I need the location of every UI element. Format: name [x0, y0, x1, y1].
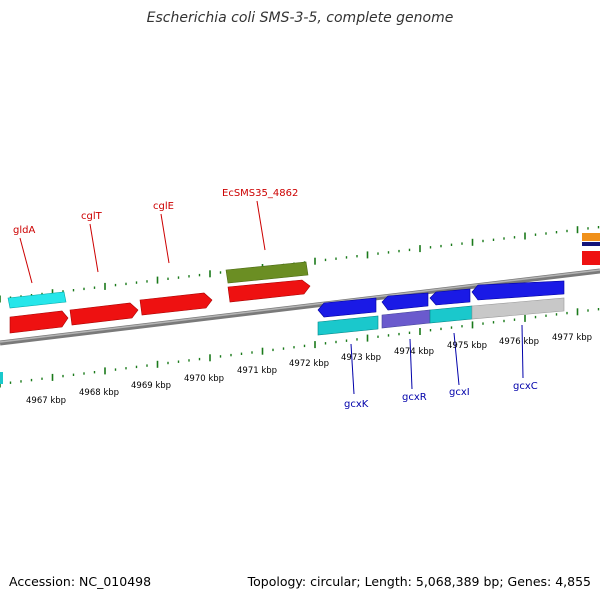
reverse-strand-genes — [317, 280, 565, 336]
kbp-label: 4967 kbp — [26, 396, 66, 406]
gene-block-red-edge[interactable] — [582, 251, 600, 265]
gene-block-gray[interactable] — [471, 297, 565, 320]
forward-strand-genes — [7, 233, 600, 334]
kbp-label: 4974 kbp — [394, 347, 434, 357]
gene-block-navy-edge[interactable] — [582, 242, 600, 246]
gene-block-orange-edge[interactable] — [582, 233, 600, 241]
genome-backbone — [0, 268, 600, 346]
kbp-label: 4973 kbp — [341, 353, 381, 363]
lower-tick-scale — [0, 308, 600, 388]
gene-arrow-blue-2[interactable] — [381, 292, 429, 311]
kbp-label: 4970 kbp — [184, 374, 224, 384]
gene-block-teal-1[interactable] — [317, 315, 379, 336]
gene-label-gcxc[interactable]: gcxC — [513, 381, 538, 392]
gene-fragment-left[interactable] — [0, 372, 3, 384]
map-title: Escherichia coli SMS-3-5, complete genom… — [146, 10, 454, 26]
gene-label-ecsms35-4862[interactable]: EcSMS35_4862 — [222, 188, 298, 199]
gene-block-teal-2[interactable] — [429, 305, 473, 324]
kbp-label: 4972 kbp — [289, 359, 329, 369]
kbp-label: 4971 kbp — [237, 366, 277, 376]
gene-label-glda[interactable]: gldA — [13, 225, 35, 236]
gene-arrow-blue-1[interactable] — [317, 297, 377, 318]
gene-arrow-red-1[interactable] — [9, 310, 69, 334]
kbp-label: 4968 kbp — [79, 388, 119, 398]
gene-arrow-red-2[interactable] — [69, 302, 139, 326]
kbp-label: 4977 kbp — [552, 333, 592, 343]
kbp-label: 4976 kbp — [499, 337, 539, 347]
gene-arrow-blue-4[interactable] — [471, 280, 565, 301]
gene-arrow-blue-3[interactable] — [429, 288, 471, 306]
forward-gene-labels: gldA cglT cglE EcSMS35_4862 — [13, 188, 298, 284]
gene-label-cglt[interactable]: cglT — [81, 211, 103, 222]
reverse-gene-labels: gcxK gcxR gcxI gcxC — [344, 324, 538, 410]
gene-label-cgle[interactable]: cglE — [153, 201, 174, 212]
gene-block-cyan-1[interactable] — [7, 291, 67, 309]
kbp-label: 4969 kbp — [131, 381, 171, 391]
gene-label-gcxk[interactable]: gcxK — [344, 399, 369, 410]
topology-text: Topology: circular; Length: 5,068,389 bp… — [247, 574, 591, 589]
kbp-label: 4975 kbp — [447, 341, 487, 351]
gene-block-purple[interactable] — [381, 309, 431, 329]
gene-arrow-red-3[interactable] — [139, 292, 213, 316]
kbp-labels: 4967 kbp 4968 kbp 4969 kbp 4970 kbp 4971… — [26, 333, 592, 406]
accession-text: Accession: NC_010498 — [9, 574, 152, 589]
gene-arrow-red-4[interactable] — [227, 279, 311, 303]
gene-block-olive[interactable] — [225, 261, 309, 284]
gene-label-gcxi[interactable]: gcxI — [449, 387, 470, 398]
gene-label-gcxr[interactable]: gcxR — [402, 392, 427, 403]
